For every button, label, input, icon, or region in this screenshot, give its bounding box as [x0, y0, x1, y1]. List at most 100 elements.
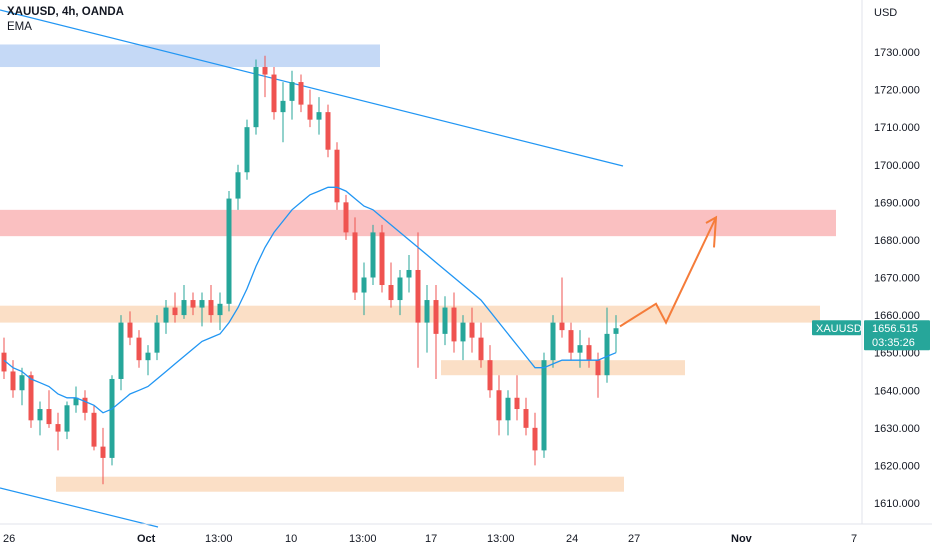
- candle-body: [190, 300, 196, 308]
- candle-body: [226, 198, 232, 304]
- candle-body: [406, 269, 412, 278]
- x-tick-label: 17: [425, 533, 437, 545]
- candle-body: [397, 277, 403, 301]
- candle-body: [307, 104, 313, 120]
- candle-body: [613, 328, 619, 334]
- candle-body: [154, 322, 160, 353]
- candle-body: [352, 232, 358, 293]
- candle-body: [100, 446, 106, 458]
- candle-body: [217, 303, 223, 316]
- candle-body: [289, 82, 295, 101]
- candle-body: [595, 360, 601, 376]
- y-tick-label: 1680.000: [874, 235, 920, 247]
- candle-body: [109, 378, 115, 458]
- candle-body: [343, 202, 349, 233]
- x-tick-label: 13:00: [205, 533, 233, 545]
- candle-body: [127, 322, 133, 338]
- candle-body: [37, 409, 43, 421]
- x-tick-label: 13:00: [487, 533, 515, 545]
- candle-body: [496, 390, 502, 421]
- projection-arrow: [619, 216, 717, 328]
- countdown-label: 03:35:26: [872, 337, 915, 349]
- candle-body: [82, 397, 88, 413]
- chart-title[interactable]: XAUUSD, 4h, OANDA: [7, 6, 124, 18]
- candle-body: [523, 409, 529, 428]
- zone-orange-2: [0, 305, 820, 323]
- x-tick-label: 26: [3, 533, 15, 545]
- y-tick-label: 1650.000: [874, 348, 920, 360]
- y-tick-label: 1630.000: [874, 423, 920, 435]
- candle-body: [505, 397, 511, 421]
- candle-body: [172, 307, 178, 316]
- candle-body: [460, 322, 466, 342]
- x-tick-label: 13:00: [349, 533, 377, 545]
- y-tick-label: 1620.000: [874, 460, 920, 472]
- trendline-lower: [0, 487, 159, 528]
- zone-blue-0: [0, 44, 380, 68]
- candle-body: [298, 82, 304, 105]
- candle-body: [325, 112, 331, 150]
- projection-arrowhead: [705, 215, 718, 248]
- candle-body: [334, 149, 340, 203]
- candle-body: [235, 172, 241, 199]
- candle-body: [433, 300, 439, 334]
- price-tag-bg: [864, 320, 930, 351]
- y-tick-label: 1730.000: [874, 47, 920, 59]
- y-tick-label: 1610.000: [874, 498, 920, 510]
- candle-body: [19, 375, 25, 391]
- last-price-label: 1656.515: [872, 323, 918, 335]
- candle-body: [253, 67, 259, 128]
- candle-body: [532, 427, 538, 451]
- y-tick-label: 1690.000: [874, 197, 920, 209]
- candle-body: [487, 360, 493, 391]
- candle-body: [46, 409, 52, 425]
- candle-body: [451, 307, 457, 342]
- candle-body: [514, 397, 520, 410]
- symbol-tag-bg: [812, 320, 861, 336]
- candle-body: [280, 100, 286, 113]
- candle-body: [10, 371, 16, 391]
- candle-body: [541, 360, 547, 451]
- ema-line: [3, 186, 617, 414]
- candle-body: [586, 345, 592, 361]
- candle-body: [199, 300, 205, 308]
- candle-body: [1, 352, 7, 372]
- x-tick-label: 7: [851, 533, 857, 545]
- candle-body: [28, 375, 34, 421]
- candle-body: [271, 74, 277, 113]
- currency-label: USD: [874, 7, 897, 19]
- candle-body: [370, 232, 376, 278]
- zone-red-1: [0, 209, 836, 237]
- candle-body: [262, 67, 268, 75]
- candle-body: [316, 112, 322, 120]
- x-tick-label: 10: [285, 533, 297, 545]
- candle-body: [361, 277, 367, 293]
- y-tick-label: 1720.000: [874, 85, 920, 97]
- x-tick-label: Oct: [137, 533, 156, 545]
- x-tick-label: 24: [566, 533, 578, 545]
- y-tick-label: 1660.000: [874, 310, 920, 322]
- zone-orange-3: [441, 360, 685, 376]
- trendline-upper: [0, 9, 624, 167]
- candle-body: [136, 337, 142, 361]
- x-tick-label: Nov: [731, 533, 753, 545]
- candle-body: [244, 127, 250, 173]
- candle-body: [64, 405, 70, 432]
- y-tick-label: 1710.000: [874, 122, 920, 134]
- y-tick-label: 1700.000: [874, 160, 920, 172]
- candle-body: [568, 330, 574, 353]
- candle-body: [55, 424, 61, 432]
- candle-body: [478, 337, 484, 361]
- candle-body: [163, 307, 169, 323]
- y-tick-label: 1640.000: [874, 385, 920, 397]
- x-tick-label: 27: [628, 533, 640, 545]
- indicator-label[interactable]: EMA: [7, 21, 32, 33]
- candle-body: [415, 269, 421, 323]
- symbol-tag-label: XAUUSD: [816, 323, 862, 335]
- candle-body: [559, 322, 565, 331]
- candle-body: [208, 300, 214, 316]
- candle-body: [550, 322, 556, 361]
- candle-body: [424, 300, 430, 323]
